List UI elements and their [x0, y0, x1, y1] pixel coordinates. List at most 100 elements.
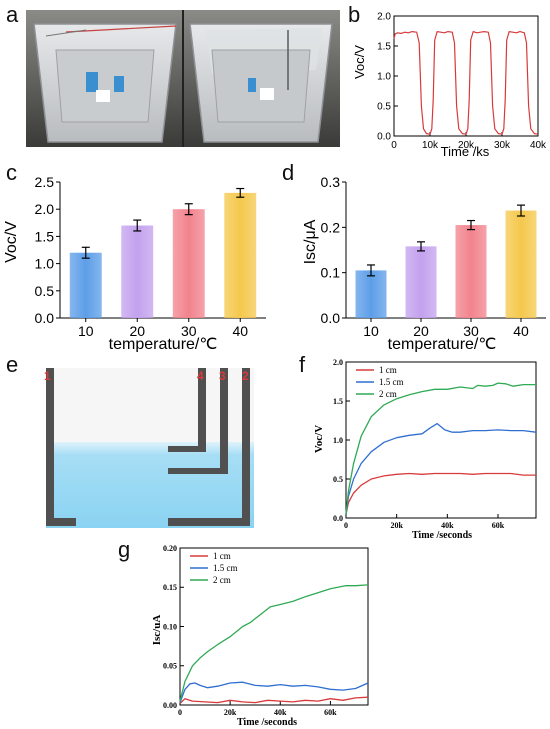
panel-letter-e: e: [6, 352, 19, 377]
chart-f-series-2: [345, 422, 537, 515]
tank-left: [33, 23, 177, 143]
chart-g-ytick-label: 0.05: [163, 662, 177, 671]
chart-b-xtick-label: 40k: [530, 140, 547, 151]
chart-f-ytick-label: 1.5: [333, 397, 343, 406]
chart-f-frame: [345, 361, 537, 519]
tube-label-1: 1: [44, 369, 51, 383]
chart-d-bar-20: [405, 246, 437, 318]
chart-c-ytick-label: 2.0: [35, 201, 55, 217]
chart-g-ytick-label: 0.20: [163, 544, 177, 553]
chart-d-xtick-label: 40: [513, 323, 529, 339]
chart-c-ytick-label: 1.0: [35, 256, 55, 272]
panel-letter-b: b: [348, 2, 361, 27]
tube-label-3: 3: [219, 369, 226, 383]
chart-c-bar-20: [121, 225, 154, 318]
chart-f-xtick-label: 60k: [492, 521, 505, 530]
chart-b-ytick-label: 0.5: [377, 102, 391, 113]
chart-c-xtick-label: 10: [78, 323, 94, 339]
tube-3: [168, 368, 228, 474]
chart-c-bar-40: [224, 192, 257, 318]
chart-c-xlabel: temperature/℃: [109, 336, 218, 352]
chart-g-ytick-label: 0.10: [163, 622, 177, 631]
chart-f-xlabel: Time /seconds: [412, 530, 472, 540]
chart-d-ytick-label: 0.2: [321, 219, 341, 235]
tank-photo-drawing: [26, 10, 340, 147]
chart-f-series-3: [345, 382, 536, 515]
chart-b-frame: [393, 15, 539, 137]
chart-f-xtick-label: 0: [344, 521, 348, 530]
chart-g: 0 20k 40k 60k 0.00 0.05 0.10 0.15 0.20 1 cm 1.5 c…: [151, 544, 369, 728]
panel-letter-c: c: [6, 160, 17, 185]
chart-c-xtick-label: 40: [232, 323, 248, 339]
chart-f-legend-label: 1 cm: [379, 365, 397, 375]
tube-label-4: 4: [197, 369, 204, 383]
chart-f: 0 20k 40k 60k 0.0 0.5 1.0 1.5 2.0 1 cm 1.5 cm 2 cm…: [313, 358, 537, 540]
panel-letter-g: g: [118, 537, 131, 562]
chart-f-legend-label: 2 cm: [379, 389, 397, 399]
chart-b-xtick-label: 0: [391, 140, 397, 151]
chart-b-ytick-label: 1.5: [377, 42, 391, 53]
chart-c-xtick-label: 20: [129, 323, 145, 339]
chart-g-series-3: [179, 584, 369, 702]
chart-f-ytick-label: 0.5: [333, 475, 343, 484]
chart-b-ytick-label: 2.0: [377, 12, 391, 23]
chart-f-xtick-label: 20k: [390, 521, 403, 530]
chart-c-xtick-label: 30: [181, 323, 197, 339]
chart-g-series-2: [179, 681, 369, 703]
tube-label-2: 2: [242, 369, 249, 383]
chart-c-bar-10: [69, 252, 102, 318]
chart-d-bar-10: [355, 270, 387, 318]
panel-letter-f: f: [299, 352, 306, 377]
chart-c: 0.0 0.5 1.0 1.5 2.0 2.5 10 20 30 40 Voc/V tempera…: [3, 174, 266, 352]
tube-4: [168, 368, 206, 452]
tank-right: [189, 23, 333, 143]
tube-schematic: 1 4 3 2: [44, 368, 254, 528]
chart-b-ylabel: Voc/V: [352, 45, 367, 79]
chart-g-xtick-label: 60k: [324, 708, 337, 717]
chart-g-ytick-label: 0.00: [163, 701, 177, 710]
panel-letter-d: d: [282, 160, 295, 185]
chart-g-xtick-label: 40k: [274, 708, 287, 717]
tube-1: [46, 368, 76, 526]
chart-b-ytick-label: 0.0: [377, 132, 391, 143]
chart-g-series-1: [179, 696, 369, 704]
chart-b: 0 10k 20k 30k 40k 0.0 0.5 1.0 1.5 2.0 Voc/V Time …: [352, 12, 547, 159]
chart-d-ytick-label: 0.3: [321, 174, 341, 190]
chart-b-xtick-label: 10k: [422, 140, 439, 151]
chart-f-xtick-label: 40k: [441, 521, 454, 530]
chart-c-ytick-label: 2.5: [35, 174, 55, 190]
chart-g-xtick-label: 20k: [224, 708, 237, 717]
chart-c-ytick-label: 1.5: [35, 228, 55, 244]
chart-d-xtick-label: 20: [413, 323, 429, 339]
chart-f-series-1: [345, 472, 536, 515]
chart-d-xlabel: temperature/℃: [388, 336, 497, 352]
chart-d-xtick-label: 30: [463, 323, 479, 339]
chart-g-xtick-label: 0: [178, 708, 182, 717]
chart-b-xtick-label: 20k: [458, 140, 475, 151]
chart-g-frame: [179, 547, 369, 706]
chart-d-xtick-label: 10: [363, 323, 379, 339]
panel-letter-a: a: [6, 2, 19, 27]
chart-g-xlabel: Time /seconds: [237, 717, 297, 728]
chart-f-ytick-label: 1.0: [333, 436, 343, 445]
water-body: [46, 442, 254, 528]
chart-d-ytick-label: 0.1: [321, 265, 341, 281]
chart-g-legend-label: 2 cm: [213, 575, 231, 585]
chart-f-ytick-label: 0.0: [333, 514, 343, 523]
chart-g-legend-label: 1.5 cm: [213, 563, 238, 573]
chart-b-xtick-label: 30k: [494, 140, 511, 151]
chart-g-ytick-label: 0.15: [163, 583, 177, 592]
chart-g-legend-label: 1 cm: [213, 551, 231, 561]
chart-d-ylabel: Isc/μA: [302, 219, 319, 264]
chart-b-xlabel: Time /ks: [441, 144, 490, 158]
chart-d-bar-30: [455, 225, 487, 318]
chart-f-legend-label: 1.5 cm: [379, 377, 404, 387]
chart-f-ytick-label: 2.0: [333, 358, 343, 367]
tank-photo: [26, 10, 340, 147]
chart-b-ytick-label: 1.0: [377, 72, 391, 83]
chart-g-ylabel: Isc/uA: [151, 615, 163, 646]
chart-c-bar-30: [172, 209, 205, 318]
chart-f-ylabel: Voc/V: [313, 425, 325, 453]
chart-d: 0.0 0.1 0.2 0.3 10 20 30 40 Isc/μA temperature/…: [302, 174, 546, 352]
chart-c-ylabel: Voc/V: [3, 221, 20, 263]
